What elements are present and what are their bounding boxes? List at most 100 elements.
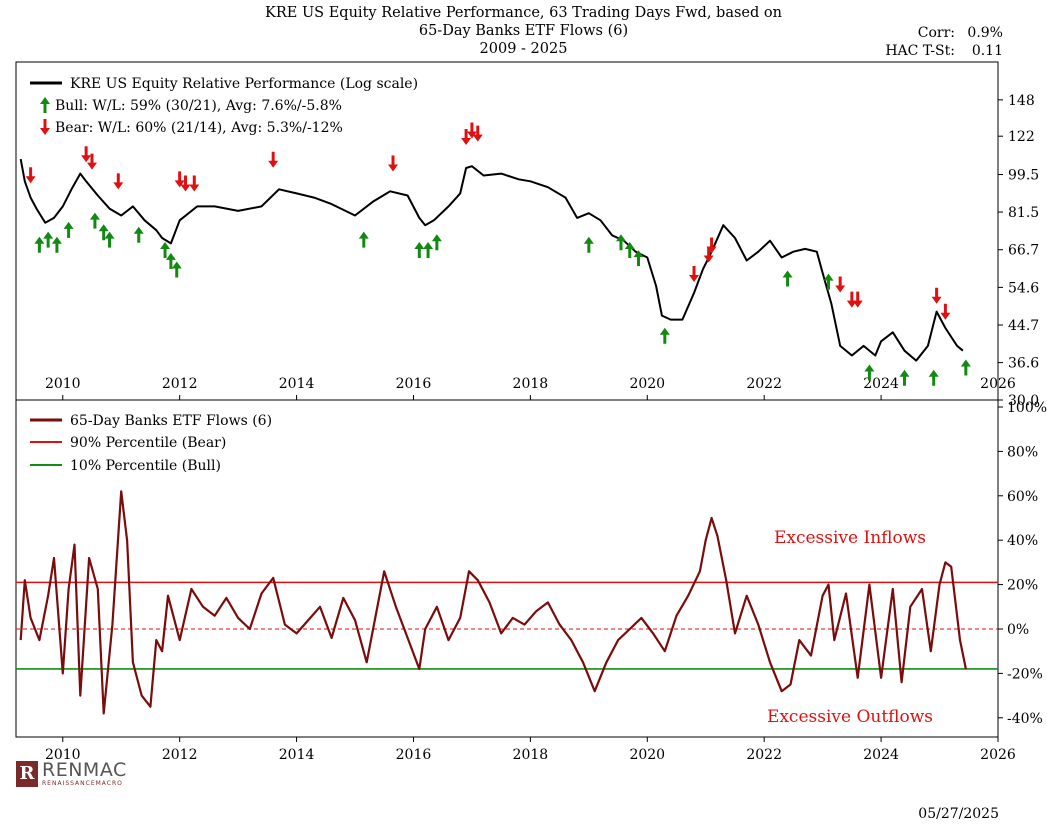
renmac-logo: R RENMAC RENAISSANCEMACRO (16, 760, 127, 787)
bear-signal-arrow (174, 171, 185, 188)
y-tick-label: 0% (1007, 622, 1029, 638)
bull-signal-arrow (782, 270, 793, 287)
x-tick-label: 2016 (396, 376, 432, 392)
chart-title-line-1: KRE US Equity Relative Performance, 63 T… (265, 5, 782, 21)
bull-signal-arrow (928, 369, 939, 386)
bear-signal-arrow (86, 153, 97, 170)
bull-signal-arrow (624, 241, 635, 258)
legend-label-bull-percentile: 10% Percentile (Bull) (70, 458, 221, 474)
y-tick-label: 20% (1007, 578, 1038, 594)
y-tick-label: 148 (1008, 93, 1035, 109)
logo-subtext: RENAISSANCEMACRO (42, 780, 123, 787)
bull-signal-arrow (63, 221, 74, 238)
y-tick-label: 66.7 (1008, 243, 1039, 259)
y-tick-label: 54.6 (1008, 280, 1039, 296)
bull-signal-arrow (358, 231, 369, 248)
bull-signal-arrow (43, 231, 54, 248)
bull-signal-arrow (51, 236, 62, 253)
x-tick-label: 2014 (279, 376, 315, 392)
series-banks-etf-flows (19, 490, 967, 715)
bear-signal-arrow (189, 175, 200, 192)
bear-signal-arrow (706, 237, 717, 254)
bull-signal-arrow (104, 231, 115, 248)
y-tick-label: 122 (1008, 129, 1035, 145)
x-tick-label: 2012 (162, 747, 198, 763)
legend-label-bear: Bear: W/L: 60% (21/14), Avg: 5.3%/-12% (55, 120, 343, 136)
flows-frame (15, 399, 999, 738)
y-tick-label: 36.6 (1008, 356, 1039, 372)
bull-signal-arrow (583, 236, 594, 253)
x-tick-label: 2016 (396, 747, 432, 763)
bull-signal-arrow (864, 364, 875, 381)
bull-signal-arrow (633, 250, 644, 267)
corr-value: 0.9% (967, 25, 1003, 41)
bull-signal-arrow (899, 369, 910, 386)
corr-label: Corr: (917, 25, 955, 41)
bull-signal-arrow (160, 241, 171, 258)
x-tick-label: 2022 (746, 376, 782, 392)
legend-bull-arrow-icon (40, 97, 50, 113)
stats-box: Corr: 0.9% HAC T-St: 0.11 (885, 24, 1003, 60)
bear-signal-arrow (852, 291, 863, 308)
x-tick-label: 2014 (279, 747, 315, 763)
bull-signal-arrow (165, 252, 176, 269)
legend-label-bear-percentile: 90% Percentile (Bear) (70, 435, 226, 451)
bull-signal-arrow (615, 234, 626, 251)
bull-signal-arrow (423, 241, 434, 258)
bull-signal-arrow (34, 236, 45, 253)
y-tick-label: 99.5 (1008, 168, 1039, 184)
x-tick-label: 2026 (980, 747, 1016, 763)
x-tick-label: 2010 (45, 747, 81, 763)
report-date: 05/27/2025 (918, 806, 999, 822)
bear-signal-arrow (835, 276, 846, 293)
legend-label-flows: 65-Day Banks ETF Flows (6) (70, 413, 272, 429)
bull-signal-arrow (960, 359, 971, 376)
y-tick-label: -20% (1007, 666, 1043, 682)
y-tick-label: 44.7 (1008, 318, 1039, 334)
bear-signal-arrow (81, 146, 92, 163)
bull-signal-arrow (414, 241, 425, 258)
x-tick-label: 2020 (629, 747, 665, 763)
y-tick-label: 80% (1007, 444, 1038, 460)
logo-text: RENMAC (42, 759, 127, 781)
x-tick-label: 2024 (863, 747, 899, 763)
bear-signal-arrow (940, 303, 951, 320)
bear-signal-arrow (466, 122, 477, 139)
legend-label-bull: Bull: W/L: 59% (30/21), Avg: 7.6%/-5.8% (55, 98, 342, 114)
bull-signal-arrow (89, 212, 100, 229)
y-tick-label: 30.0 (1008, 393, 1039, 409)
bear-signal-arrow (931, 287, 942, 304)
x-tick-label: 2010 (45, 376, 81, 392)
x-tick-label: 2012 (162, 376, 198, 392)
y-tick-label: 100% (1007, 400, 1047, 416)
y-tick-label: -40% (1007, 711, 1043, 727)
bear-signal-arrow (461, 128, 472, 145)
x-tick-label: 2018 (513, 376, 549, 392)
hac-label: HAC T-St: (885, 43, 955, 59)
y-tick-label: 81.5 (1008, 205, 1039, 221)
logo-mark-icon: R (16, 760, 38, 787)
price-panel: 30.0 36.6 44.7 54.6 66.7 81.5 99.5 122 148 2010 20… (15, 61, 1039, 409)
bear-signal-arrow (113, 173, 124, 190)
bull-signal-arrow (133, 226, 144, 243)
x-tick-label: 2018 (513, 747, 549, 763)
bull-signal-arrow (98, 224, 109, 241)
bear-signal-arrow (703, 246, 714, 263)
bear-signal-arrow (388, 155, 399, 172)
bull-signal-arrow (659, 327, 670, 344)
bear-signal-arrow (846, 291, 857, 308)
annotation-excessive-outflows: Excessive Outflows (767, 707, 933, 727)
bull-signal-arrow (823, 273, 834, 290)
x-tick-label: 2024 (863, 376, 899, 392)
y-tick-label: 60% (1007, 489, 1038, 505)
chart-title-line-2: 65-Day Banks ETF Flows (6) (418, 23, 629, 39)
bear-signal-arrow (25, 167, 36, 184)
x-tick-label: 2026 (980, 376, 1016, 392)
bear-signal-arrow (268, 151, 279, 168)
legend-bear-arrow-icon (40, 119, 50, 135)
chart-title-line-3: 2009 - 2025 (479, 41, 568, 57)
bull-signal-arrow (171, 261, 182, 278)
bull-signal-arrow (431, 234, 442, 251)
flows-panel: -40% -20% 0% 20% 40% 60% 80% 100% 2010 2012 2014 20… (15, 399, 1047, 763)
bear-signal-arrow (180, 175, 191, 192)
